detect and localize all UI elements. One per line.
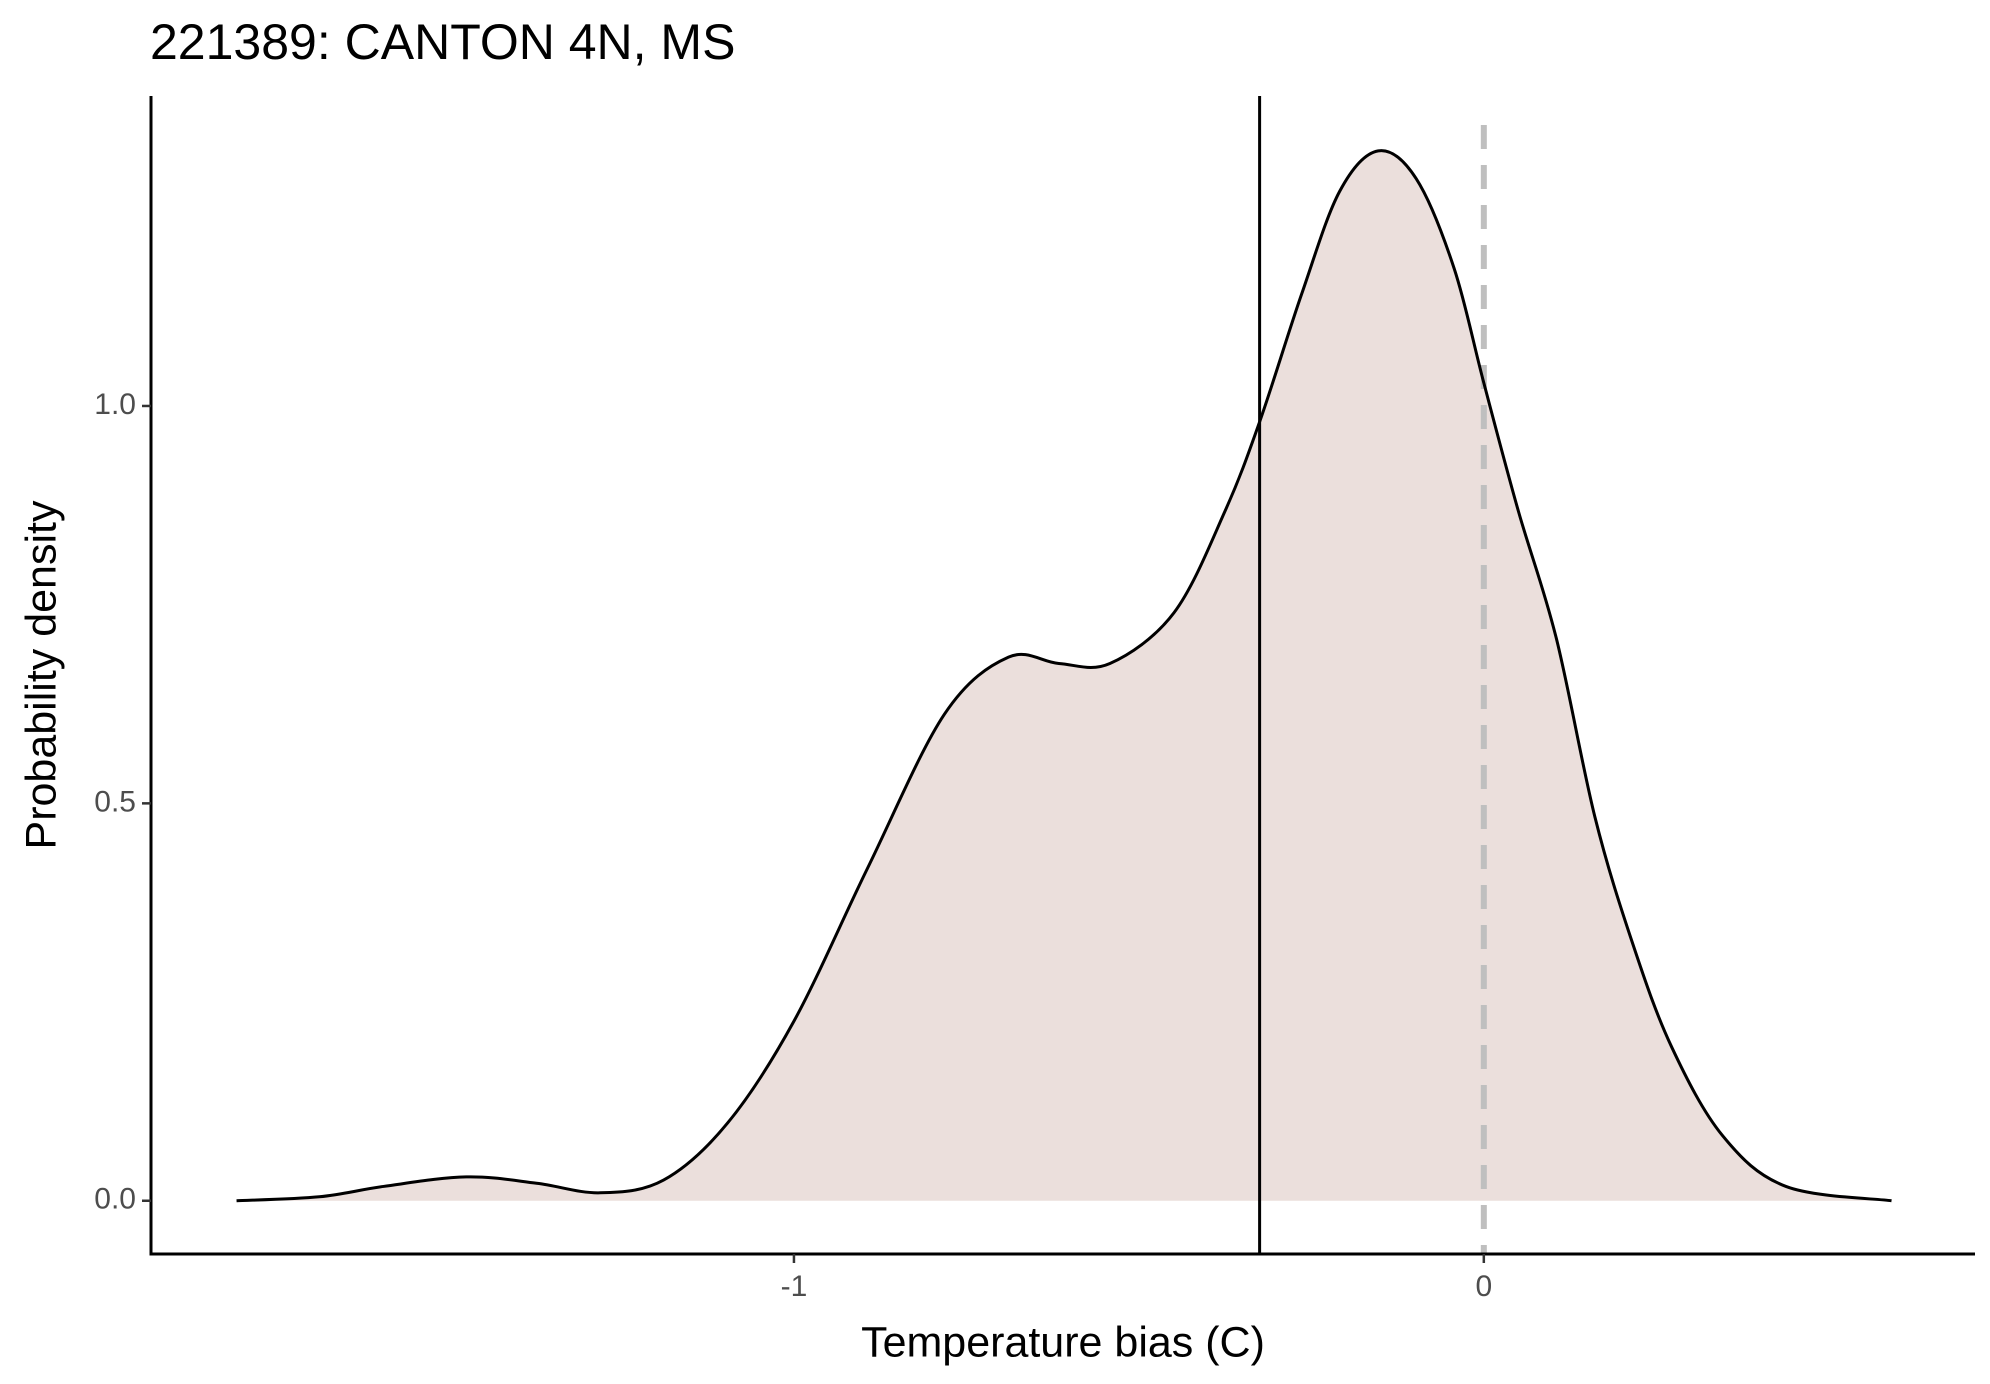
y-axis-label: Probability density <box>17 500 65 849</box>
y-tick-label: 0.5 <box>94 785 136 818</box>
chart-title: 221389: CANTON 4N, MS <box>150 14 735 70</box>
y-tick-label: 0.0 <box>94 1183 136 1216</box>
density-fill <box>236 150 1892 1201</box>
density-line <box>236 149 1892 1203</box>
x-axis-label: Temperature bias (C) <box>861 1318 1265 1366</box>
x-tick-label: 0 <box>1475 1270 1492 1303</box>
y-tick-label: 1.0 <box>94 388 136 421</box>
x-tick-label: -1 <box>781 1270 808 1303</box>
